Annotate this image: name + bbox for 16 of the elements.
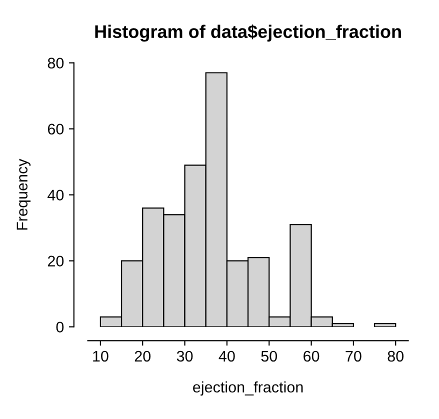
- x-tick-label: 70: [346, 350, 362, 362]
- chart-title: Histogram of data$ejection_fraction: [95, 24, 401, 42]
- x-tick-label: 50: [261, 350, 278, 362]
- y-tick-label: 40: [48, 190, 64, 201]
- x-tick-label: 30: [176, 350, 193, 362]
- x-tick-label: 20: [134, 350, 151, 362]
- x-axis-title: ejection_fraction: [193, 381, 303, 396]
- x-tick-label: 10: [93, 350, 108, 362]
- y-tick-label: 20: [48, 256, 64, 267]
- y-axis-title: Frequency: [16, 158, 31, 230]
- x-tick-label: 60: [304, 350, 320, 362]
- y-tick-label: 60: [48, 124, 64, 135]
- y-tick-label: 0: [56, 322, 64, 333]
- x-tick-label: 40: [218, 350, 235, 362]
- x-tick-label: 80: [388, 350, 404, 362]
- y-tick-label: 80: [48, 58, 64, 69]
